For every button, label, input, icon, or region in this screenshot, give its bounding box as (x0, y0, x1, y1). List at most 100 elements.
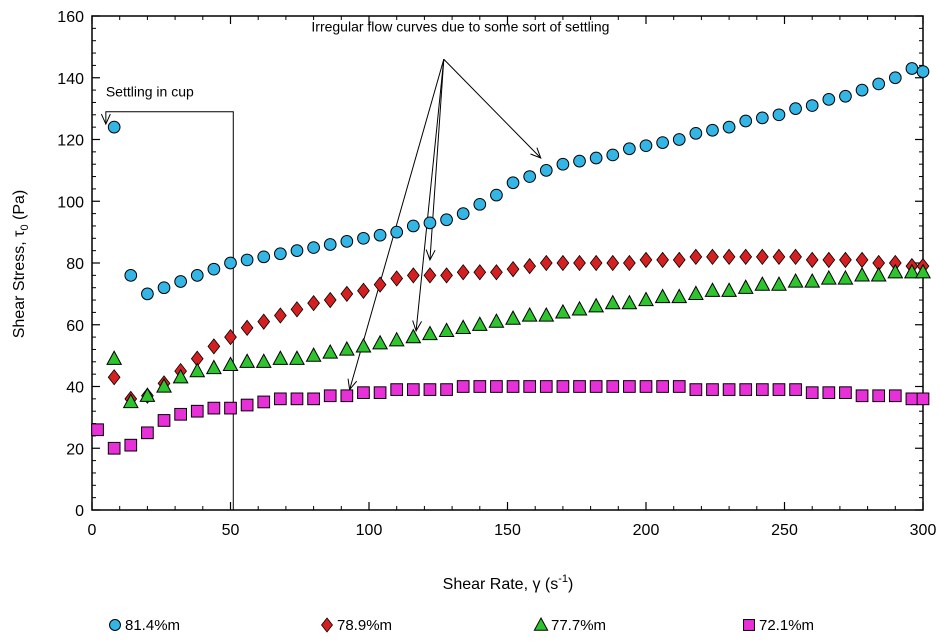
data-point-diamond (623, 254, 636, 272)
data-point-triangle (172, 368, 189, 384)
data-point-square (390, 383, 404, 396)
x-axis-label-superscript: -1 (558, 573, 568, 585)
data-point-circle (174, 275, 187, 288)
series-circle (107, 62, 930, 301)
data-point-square (639, 380, 653, 393)
data-point-square (573, 380, 586, 393)
data-point-square (207, 401, 221, 415)
data-point-circle (623, 142, 636, 156)
legend: 81.4%m 78.9%m 77.7%m 72.1%m (109, 616, 814, 634)
data-point-triangle (122, 393, 139, 409)
data-point-circle (722, 120, 736, 134)
data-point-triangle (156, 377, 172, 393)
data-point-circle (805, 99, 819, 112)
data-point-triangle (222, 356, 239, 372)
data-point-triangle (205, 359, 222, 375)
data-point-triangle (305, 347, 322, 362)
data-point-triangle (787, 272, 804, 288)
data-point-triangle (604, 294, 621, 310)
data-point-circle (539, 164, 553, 177)
data-point-diamond (789, 248, 802, 265)
annotation-arrow (429, 59, 445, 260)
data-point-square (822, 386, 836, 400)
data-point-triangle (837, 269, 854, 285)
data-point-diamond (290, 301, 304, 318)
data-point-circle (916, 65, 930, 78)
data-point-circle (706, 123, 719, 137)
data-point-triangle (139, 387, 156, 402)
data-point-triangle (289, 350, 305, 365)
legend-marker-triangle (533, 616, 549, 631)
data-point-square (789, 383, 802, 396)
data-point-diamond (107, 369, 121, 386)
data-point-triangle (255, 353, 272, 368)
data-point-circle (672, 133, 686, 146)
data-point-circle (689, 126, 703, 140)
data-point-square (739, 383, 753, 396)
data-point-triangle (638, 291, 654, 307)
data-point-triangle (338, 340, 355, 356)
data-point-diamond (805, 251, 819, 269)
annotation-arrowhead (425, 249, 436, 262)
data-point-square (888, 389, 902, 403)
y-tick-label: 160 (57, 9, 84, 26)
annotation-arrowhead (530, 147, 542, 159)
data-point-circle (190, 269, 204, 282)
data-point-square (755, 383, 769, 396)
data-point-circle (872, 77, 886, 91)
y-axis-label: Shear Stress, τ0 (Pa) (11, 190, 31, 339)
settling-in-cup-text: Settling in cup (106, 83, 194, 99)
data-point-triangle (189, 362, 206, 378)
data-point-triangle (704, 282, 721, 297)
data-point-triangle (903, 263, 920, 279)
data-point-circle (855, 83, 869, 97)
data-point-square (589, 380, 603, 393)
data-point-square (805, 386, 819, 400)
y-tick-label: 40 (66, 380, 84, 397)
data-point-triangle (870, 266, 887, 282)
y-tick-label: 0 (75, 503, 84, 520)
data-point-triangle (754, 276, 771, 291)
x-axis-label: Shear Rate, γ (s-1) (443, 573, 574, 593)
data-point-diamond (440, 267, 453, 284)
settling-annotation-text: Irregular flow curves due to some sort o… (311, 18, 609, 34)
legend-marker-square (743, 619, 755, 631)
data-point-triangle (770, 276, 787, 291)
data-point-square (190, 404, 204, 418)
data-point-circle (739, 114, 753, 128)
data-point-diamond (406, 267, 420, 284)
data-point-circle (523, 170, 537, 183)
data-point-circle (473, 197, 487, 211)
data-point-circle (107, 120, 121, 134)
data-point-square (855, 389, 869, 403)
data-point-square (440, 383, 453, 396)
data-point-diamond (207, 338, 221, 355)
data-point-circle (606, 148, 620, 162)
data-point-diamond (706, 248, 719, 265)
data-point-square (706, 383, 719, 396)
data-point-square (257, 395, 271, 409)
x-axis-label-close: ) (568, 576, 573, 593)
data-point-square (340, 389, 354, 403)
data-point-square (323, 389, 337, 403)
data-point-square (141, 426, 154, 440)
data-point-triangle (621, 294, 638, 310)
data-point-square (722, 383, 736, 396)
data-point-diamond (373, 276, 387, 293)
series-diamond (107, 248, 930, 408)
data-point-circle (207, 262, 221, 276)
data-point-diamond (556, 254, 570, 272)
data-point-circle (157, 281, 171, 295)
data-point-diamond (357, 282, 370, 299)
y-tick-label: 20 (66, 441, 84, 458)
x-tick-label: 50 (222, 522, 240, 539)
plot-frame (91, 15, 924, 511)
data-point-square (672, 380, 686, 393)
legend-label: 72.1%m (759, 617, 814, 634)
data-point-diamond (390, 270, 404, 287)
data-point-triangle (106, 350, 123, 365)
y-tick-label: 120 (57, 133, 84, 150)
annotation-arrow (349, 59, 445, 390)
data-point-square (290, 392, 304, 406)
data-point-circle (406, 219, 420, 233)
